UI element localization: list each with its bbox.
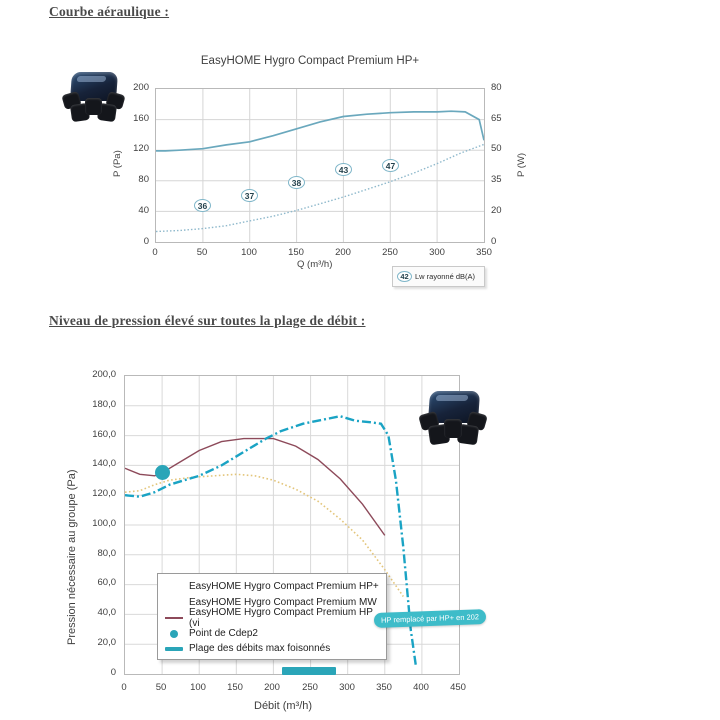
chart2-ytick-160: 160,0 <box>92 429 116 440</box>
chart2-legend-item-hp-plus: EasyHOME Hygro Compact Premium HP+ <box>164 579 380 595</box>
chart2-ytick-40: 40,0 <box>97 607 117 618</box>
chart2-legend: EasyHOME Hygro Compact Premium HP+ EasyH… <box>157 573 387 660</box>
chart2-y-axis-label: Pression nécessaire au groupe (Pa) <box>66 469 78 645</box>
chart1-legend-badge: 42 <box>397 271 412 282</box>
chart1-ytick-160: 160 <box>133 113 149 124</box>
chart2-xtick-200: 200 <box>264 682 280 693</box>
chart2-x-axis-label: Débit (m³/h) <box>254 700 313 712</box>
chart2-xtick-450: 450 <box>450 682 466 693</box>
chart2-cdep2-point <box>155 465 170 480</box>
chart2-ytick-180: 180,0 <box>92 399 116 410</box>
chart1-ytick-120: 120 <box>133 143 149 154</box>
chart1-y-axis-label: P (Pa) <box>112 150 123 177</box>
chart1-xtick-300: 300 <box>429 247 445 258</box>
chart1-ytick-right-35: 35 <box>491 174 502 185</box>
chart-aeraulic-curve: EasyHOME Hygro Compact Premium HP+ <box>0 55 560 287</box>
product-image-unit-2 <box>418 387 489 449</box>
chart1-xtick-350: 350 <box>476 247 492 258</box>
chart2-ytick-60: 60,0 <box>97 577 117 588</box>
legend-label-hp-plus: EasyHOME Hygro Compact Premium HP+ <box>189 581 379 593</box>
chart1-ytick-40: 40 <box>138 205 149 216</box>
chart1-point-label-43: 43 <box>335 163 352 176</box>
product-image-unit-1 <box>61 69 126 125</box>
chart2-ytick-80: 80,0 <box>97 548 117 559</box>
chart1-legend: 42 Lw rayonné dB(A) <box>392 266 485 287</box>
chart1-x-axis-label: Q (m³/h) <box>297 259 333 270</box>
chart1-plot-area <box>155 88 485 243</box>
chart1-xtick-50: 50 <box>196 247 208 258</box>
chart2-legend-item-plage: Plage des débits max foisonnés <box>164 641 380 657</box>
chart1-xtick-200: 200 <box>335 247 351 258</box>
chart2-xtick-250: 250 <box>302 682 318 693</box>
chart1-point-label-38: 38 <box>288 176 305 189</box>
chart1-point-label-47: 47 <box>382 159 399 172</box>
legend-swatch-hp-plus <box>164 581 184 592</box>
chart2-ytick-20: 20,0 <box>97 637 117 648</box>
chart2-ytick-140: 140,0 <box>92 458 116 469</box>
chart1-ytick-200: 200 <box>133 82 149 93</box>
chart2-legend-item-mw: EasyHOME Hygro Compact Premium MW <box>164 595 380 611</box>
legend-label-mw: EasyHOME Hygro Compact Premium MW <box>189 596 377 608</box>
chart2-legend-item-cdep2: Point de Cdep2 <box>164 626 380 642</box>
chart1-xtick-250: 250 <box>382 247 398 258</box>
chart2-ytick-0: 0 <box>110 667 116 678</box>
chart2-xtick-0: 0 <box>121 682 127 693</box>
chart2-range-bar <box>282 667 336 675</box>
chart2-ytick-120: 120,0 <box>92 488 116 499</box>
chart2-xtick-150: 150 <box>227 682 243 693</box>
chart-pressure-vs-flow: 200,0 180,0 160,0 140,0 120,0 100,0 80,0… <box>0 355 560 720</box>
chart1-ytick-right-0: 0 <box>491 236 497 247</box>
chart2-ytick-200: 200,0 <box>92 369 116 380</box>
section-heading-pressure-level: Niveau de pression élevé sur toutes la p… <box>49 313 366 328</box>
chart1-ytick-0: 0 <box>143 236 149 247</box>
legend-swatch-plage <box>164 643 184 654</box>
chart1-ytick-right-20: 20 <box>491 205 502 216</box>
chart2-xtick-350: 350 <box>376 682 392 693</box>
chart1-xtick-100: 100 <box>241 247 257 258</box>
chart1-xtick-150: 150 <box>288 247 304 258</box>
chart1-point-label-36: 36 <box>194 199 211 212</box>
section-heading-aeraulic-curve: Courbe aéraulique : <box>49 4 170 19</box>
chart1-ytick-right-65: 65 <box>491 113 502 124</box>
chart1-point-label-37: 37 <box>241 189 258 202</box>
legend-label-hp: EasyHOME Hygro Compact Premium HP (vi <box>189 606 373 629</box>
chart1-svg <box>156 89 484 242</box>
chart2-xtick-400: 400 <box>413 682 429 693</box>
legend-swatch-hp <box>164 612 184 623</box>
chart2-legend-item-hp: EasyHOME Hygro Compact Premium HP (vi <box>164 606 380 629</box>
chart2-xtick-100: 100 <box>190 682 206 693</box>
chart2-ytick-100: 100,0 <box>92 518 116 529</box>
chart1-ytick-80: 80 <box>138 174 149 185</box>
chart1-legend-label: Lw rayonné dB(A) <box>415 272 476 281</box>
legend-swatch-cdep2 <box>164 628 184 639</box>
legend-label-cdep2: Point de Cdep2 <box>189 627 258 639</box>
legend-swatch-mw <box>164 597 184 608</box>
chart2-xtick-300: 300 <box>339 682 355 693</box>
chart1-ytick-right-80: 80 <box>491 82 502 93</box>
chart1-y-axis-right-label: P (W) <box>516 152 527 177</box>
chart1-xtick-0: 0 <box>152 247 158 258</box>
legend-label-plage: Plage des débits max foisonnés <box>189 643 331 655</box>
chart2-xtick-50: 50 <box>155 682 167 693</box>
chart1-title: EasyHOME Hygro Compact Premium HP+ <box>200 55 420 67</box>
chart1-ytick-right-50: 50 <box>491 143 502 154</box>
